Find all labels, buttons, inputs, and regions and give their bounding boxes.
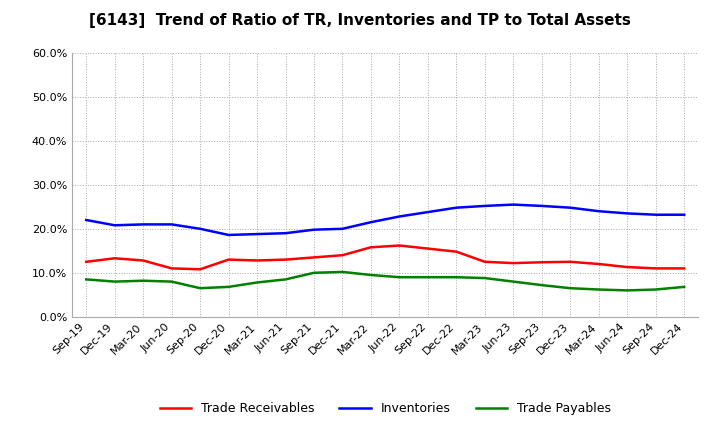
Trade Receivables — [196, 267, 204, 272]
Inventories — [680, 212, 688, 217]
Trade Payables — [366, 272, 375, 278]
Inventories — [480, 203, 489, 209]
Inventories — [595, 209, 603, 214]
Trade Receivables — [595, 261, 603, 267]
Inventories — [566, 205, 575, 210]
Trade Payables — [225, 284, 233, 290]
Trade Payables — [82, 277, 91, 282]
Trade Receivables — [225, 257, 233, 262]
Trade Receivables — [480, 259, 489, 264]
Inventories — [167, 222, 176, 227]
Inventories — [282, 231, 290, 236]
Trade Receivables — [338, 253, 347, 258]
Legend: Trade Receivables, Inventories, Trade Payables: Trade Receivables, Inventories, Trade Pa… — [155, 397, 616, 420]
Trade Receivables — [452, 249, 461, 254]
Trade Receivables — [509, 260, 518, 266]
Trade Receivables — [423, 246, 432, 251]
Trade Payables — [652, 287, 660, 292]
Trade Receivables — [310, 255, 318, 260]
Trade Payables — [110, 279, 119, 284]
Inventories — [225, 232, 233, 238]
Trade Receivables — [139, 258, 148, 263]
Trade Receivables — [566, 259, 575, 264]
Trade Receivables — [366, 245, 375, 250]
Trade Payables — [196, 286, 204, 291]
Inventories — [395, 214, 404, 219]
Trade Payables — [623, 288, 631, 293]
Inventories — [110, 223, 119, 228]
Trade Payables — [338, 269, 347, 275]
Trade Receivables — [623, 264, 631, 270]
Trade Payables — [509, 279, 518, 284]
Inventories — [623, 211, 631, 216]
Inventories — [82, 217, 91, 223]
Inventories — [509, 202, 518, 207]
Inventories — [253, 231, 261, 237]
Trade Payables — [680, 284, 688, 290]
Trade Payables — [566, 286, 575, 291]
Inventories — [139, 222, 148, 227]
Inventories — [196, 226, 204, 231]
Text: [6143]  Trend of Ratio of TR, Inventories and TP to Total Assets: [6143] Trend of Ratio of TR, Inventories… — [89, 13, 631, 28]
Trade Receivables — [537, 260, 546, 265]
Trade Receivables — [652, 266, 660, 271]
Inventories — [537, 203, 546, 209]
Trade Payables — [537, 282, 546, 288]
Trade Receivables — [110, 256, 119, 261]
Trade Payables — [167, 279, 176, 284]
Trade Receivables — [82, 259, 91, 264]
Trade Payables — [395, 275, 404, 280]
Inventories — [310, 227, 318, 232]
Trade Receivables — [253, 258, 261, 263]
Trade Payables — [452, 275, 461, 280]
Inventories — [423, 209, 432, 215]
Line: Trade Payables: Trade Payables — [86, 272, 684, 290]
Trade Payables — [139, 278, 148, 283]
Trade Payables — [282, 277, 290, 282]
Inventories — [366, 220, 375, 225]
Trade Receivables — [282, 257, 290, 262]
Trade Receivables — [167, 266, 176, 271]
Inventories — [452, 205, 461, 210]
Trade Receivables — [395, 243, 404, 248]
Line: Inventories: Inventories — [86, 205, 684, 235]
Trade Payables — [595, 287, 603, 292]
Trade Payables — [480, 275, 489, 281]
Inventories — [338, 226, 347, 231]
Trade Payables — [423, 275, 432, 280]
Inventories — [652, 212, 660, 217]
Trade Receivables — [680, 266, 688, 271]
Line: Trade Receivables: Trade Receivables — [86, 246, 684, 269]
Trade Payables — [310, 270, 318, 275]
Trade Payables — [253, 280, 261, 285]
